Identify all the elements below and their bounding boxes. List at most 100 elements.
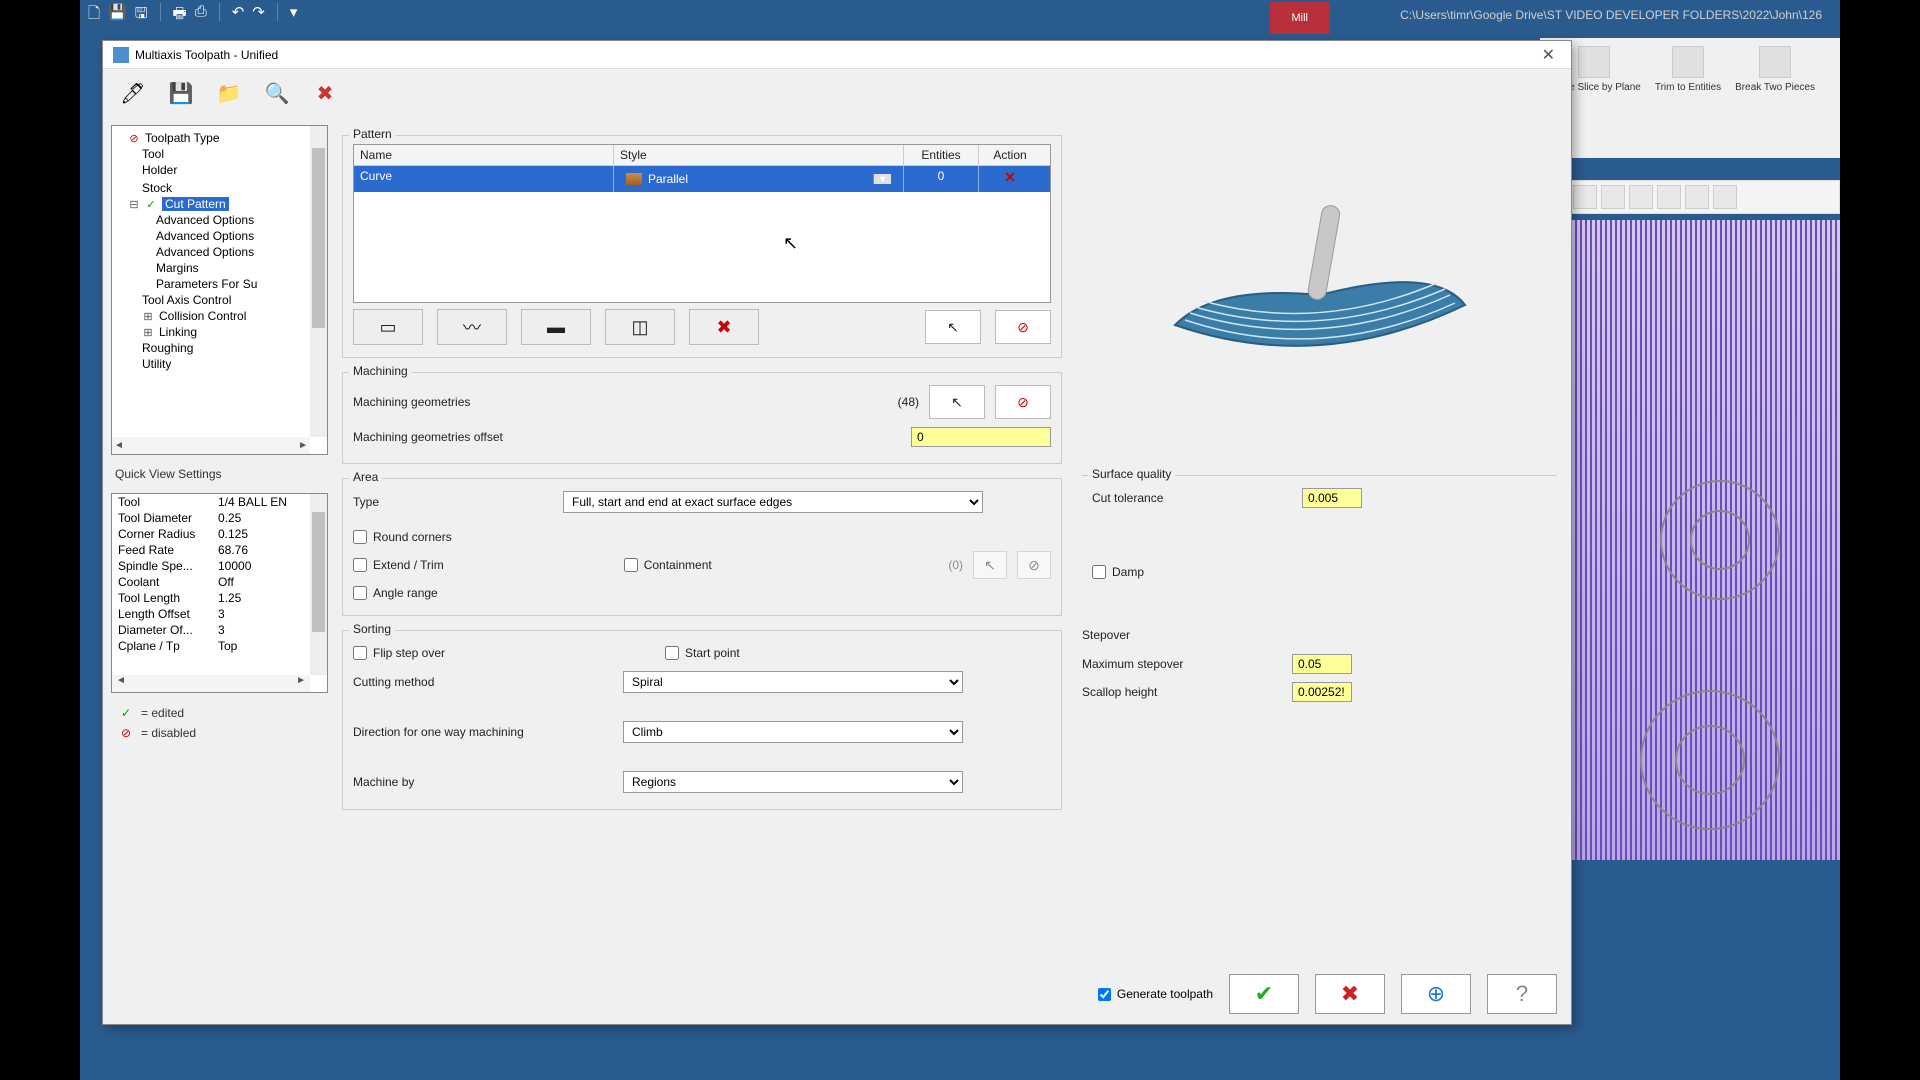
max-stepover-label: Maximum stepover	[1082, 657, 1282, 671]
tree-item[interactable]: Parameters For Su	[114, 276, 325, 292]
new-icon[interactable]: 🗋	[88, 3, 100, 28]
start-point-check[interactable]	[665, 646, 679, 660]
mill-tab[interactable]: Mill	[1270, 2, 1331, 34]
sec-btn-3[interactable]	[1601, 185, 1625, 209]
add-curve-button[interactable]: 〰	[437, 309, 507, 345]
delete-icon[interactable]: ✖	[307, 75, 343, 111]
redo-icon[interactable]: ↷	[252, 3, 265, 28]
tree-item[interactable]: Advanced Options	[114, 212, 325, 228]
add-button[interactable]: ⊕	[1401, 974, 1471, 1014]
tool-icon[interactable]: 🖊	[115, 75, 151, 111]
sec-btn-6[interactable]	[1685, 185, 1709, 209]
quick-view-settings: Tool1/4 BALL ENTool Diameter0.25Corner R…	[111, 493, 328, 693]
tree-scrollbar-h[interactable]: ◄►	[112, 437, 310, 454]
pattern-table: Name Style Entities Action Curve	[353, 144, 1051, 303]
containment-select-button: ↖	[973, 551, 1007, 579]
load-params-icon[interactable]: 📁	[211, 75, 247, 111]
viewport-3d[interactable]	[1540, 220, 1840, 860]
save-as-icon[interactable]: 🖫	[135, 3, 148, 28]
tree-item[interactable]: Cut Pattern	[114, 196, 325, 212]
check-icon: ✓	[119, 706, 133, 720]
dropdown-icon[interactable]: ▾	[290, 3, 298, 28]
area-type-select[interactable]: Full, start and end at exact surface edg…	[563, 491, 983, 513]
pattern-row[interactable]: Curve Parallel ▼ 0 ✕	[354, 166, 1050, 192]
tree-item[interactable]: Linking	[114, 324, 325, 340]
direction-select[interactable]: Climb	[623, 721, 963, 743]
screenshot-icon[interactable]: ⎙	[195, 3, 207, 28]
dialog-title: Multiaxis Toolpath - Unified	[135, 48, 278, 62]
tree-item[interactable]: Roughing	[114, 340, 325, 356]
tree-item[interactable]: Collision Control	[114, 308, 325, 324]
damp-check[interactable]	[1092, 565, 1106, 579]
close-icon[interactable]: ✕	[1536, 45, 1561, 65]
tree-item[interactable]: Holder	[114, 162, 325, 178]
extend-trim-check[interactable]	[353, 558, 367, 572]
style-dropdown[interactable]: Parallel ▼	[620, 169, 897, 189]
surface-quality-section: Surface quality Cut tolerance Damp	[1082, 475, 1557, 594]
cutting-method-select[interactable]: Spiral	[623, 671, 963, 693]
qvs-row: Tool1/4 BALL EN	[112, 494, 327, 510]
pattern-empty-area[interactable]	[354, 192, 1050, 302]
ribbon-trim-entities[interactable]: Trim to Entities	[1655, 46, 1721, 150]
generate-toolpath-check[interactable]	[1098, 988, 1111, 1001]
sec-btn-2[interactable]	[1573, 185, 1597, 209]
clear-select-button[interactable]: ⊘	[995, 310, 1051, 344]
containment-clear-button: ⊘	[1017, 551, 1051, 579]
ok-button[interactable]: ✔	[1229, 974, 1299, 1014]
tree-item[interactable]: Utility	[114, 356, 325, 372]
sec-btn-4[interactable]	[1629, 185, 1653, 209]
expand-icon[interactable]	[142, 326, 154, 338]
select-arrow-button[interactable]: ↖	[925, 310, 981, 344]
flip-stepover-check[interactable]	[353, 646, 367, 660]
dialog-titlebar: Multiaxis Toolpath - Unified ✕	[103, 41, 1571, 69]
ribbon: Curve Slice by Plane Trim to Entities Br…	[1540, 38, 1840, 158]
expand-icon[interactable]	[142, 310, 154, 322]
preview-image	[1082, 125, 1557, 465]
qvs-row: Cplane / TpTop	[112, 638, 327, 654]
undo-icon[interactable]: ↶	[232, 3, 245, 28]
machining-geom-count: (48)	[898, 395, 919, 409]
cancel-button[interactable]: ✖	[1315, 974, 1385, 1014]
parallel-icon	[626, 173, 642, 185]
qvs-scrollbar-v[interactable]	[310, 494, 327, 675]
tree-item[interactable]: Advanced Options	[114, 228, 325, 244]
max-stepover-input[interactable]	[1292, 654, 1352, 674]
tree-item[interactable]: Toolpath Type	[114, 130, 325, 146]
tree-item[interactable]: Tool Axis Control	[114, 292, 325, 308]
machine-by-select[interactable]: Regions	[623, 771, 963, 793]
containment-count: (0)	[948, 558, 963, 572]
show-icon[interactable]: 🔍	[259, 75, 295, 111]
select-geom-button[interactable]: ↖	[929, 385, 985, 419]
app-topbar: 🗋 💾 🖫 🖶 ⎙ ↶ ↷ ▾ C:\Users\timr\Google Dri…	[80, 0, 1840, 30]
sec-btn-7[interactable]	[1713, 185, 1737, 209]
parameter-tree[interactable]: Toolpath TypeToolHolderStockCut PatternA…	[111, 125, 328, 455]
tree-item[interactable]: Stock	[114, 180, 325, 196]
ribbon-break-two[interactable]: Break Two Pieces	[1735, 46, 1815, 150]
sec-btn-5[interactable]	[1657, 185, 1681, 209]
cut-tolerance-input[interactable]	[1302, 488, 1362, 508]
add-box-button[interactable]: ◫	[605, 309, 675, 345]
machining-offset-input[interactable]	[911, 427, 1051, 447]
add-plane-button[interactable]: ▬	[521, 309, 591, 345]
clear-geom-button[interactable]: ⊘	[995, 385, 1051, 419]
angle-range-check[interactable]	[353, 586, 367, 600]
qvs-row: Feed Rate68.76	[112, 542, 327, 558]
round-corners-check[interactable]	[353, 530, 367, 544]
help-button[interactable]: ?	[1487, 974, 1557, 1014]
save-icon[interactable]: 💾	[108, 3, 127, 28]
tree-item[interactable]: Advanced Options	[114, 244, 325, 260]
qvs-scrollbar-h[interactable]: ◄►	[112, 675, 310, 692]
tree-scrollbar-v[interactable]	[310, 126, 327, 437]
save-params-icon[interactable]: 💾	[163, 75, 199, 111]
expand-icon[interactable]	[128, 198, 140, 210]
containment-check[interactable]	[624, 558, 638, 572]
chevron-down-icon[interactable]: ▼	[873, 174, 891, 184]
tree-item[interactable]: Margins	[114, 260, 325, 276]
delete-row-icon[interactable]: ✕	[1004, 169, 1016, 185]
scallop-height-input[interactable]	[1292, 682, 1352, 702]
remove-button[interactable]: ✖	[689, 309, 759, 345]
tree-item[interactable]: Tool	[114, 146, 325, 162]
col-entities: Entities	[904, 145, 979, 165]
add-surface-button[interactable]: ▭	[353, 309, 423, 345]
print-icon[interactable]: 🖶	[173, 3, 187, 28]
